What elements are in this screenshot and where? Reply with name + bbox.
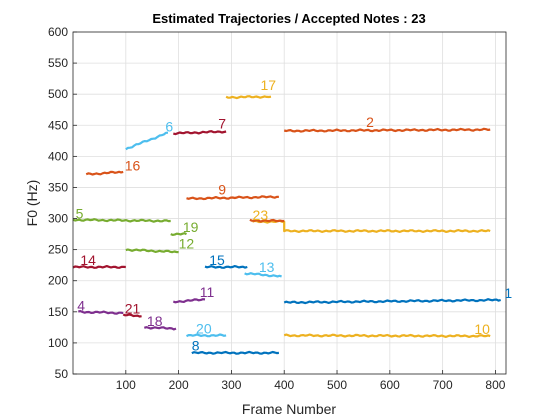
trajectory-line-10 <box>283 333 491 338</box>
ticks: 100 200 300 400 500 600 700 800 50 100 150 200 250 30… <box>48 25 506 392</box>
note-label-16: 16 <box>125 158 141 174</box>
y-tick-label: 200 <box>48 274 68 288</box>
x-tick-label: 400 <box>274 378 294 392</box>
trajectory-line-14 <box>72 265 126 269</box>
x-tick-label: 200 <box>169 378 189 392</box>
note-label-17: 17 <box>260 77 276 93</box>
trajectory-line-5 <box>72 218 171 223</box>
x-tick-label: 700 <box>433 378 453 392</box>
note-label-12: 12 <box>179 235 195 251</box>
note-label-6: 6 <box>165 118 173 134</box>
y-tick-label: 500 <box>48 87 68 101</box>
trajectory-line-1 <box>283 298 502 305</box>
note-label-21: 21 <box>125 301 141 317</box>
trajectory-line-16 <box>85 170 124 176</box>
y-tick-label: 100 <box>48 336 68 350</box>
x-axis-title: Frame Number <box>242 401 336 417</box>
trajectory-line-2 <box>283 127 491 133</box>
note-label-9: 9 <box>218 181 226 197</box>
y-tick-label: 600 <box>48 25 68 39</box>
trajectory-line-19 <box>170 232 187 236</box>
note-label-11: 11 <box>200 284 215 300</box>
y-tick-label: 400 <box>48 149 68 163</box>
note-label-1: 1 <box>504 285 512 301</box>
trajectory-line-18 <box>143 326 177 331</box>
note-label-10: 10 <box>474 321 490 337</box>
trajectory-line-6 <box>125 131 169 151</box>
trajectory-line-20 <box>186 333 227 338</box>
trajectory-line-8 <box>191 350 280 355</box>
y-tick-label: 150 <box>48 305 68 319</box>
trajectory-line-12 <box>125 248 179 254</box>
note-label-5: 5 <box>76 206 84 222</box>
trajectory-line-11 <box>172 298 206 304</box>
trajectory-line-7 <box>173 130 227 136</box>
series-group <box>72 95 502 355</box>
x-tick-label: 300 <box>221 378 241 392</box>
note-label-14: 14 <box>80 252 96 268</box>
y-tick-label: 350 <box>48 180 68 194</box>
y-tick-label: 50 <box>55 367 69 381</box>
axes-box <box>72 31 507 375</box>
trajectory-line-15 <box>204 265 248 269</box>
y-tick-label: 450 <box>48 118 68 132</box>
note-label-23: 23 <box>253 207 269 223</box>
note-label-15: 15 <box>209 252 225 268</box>
trajectory-line-13 <box>244 272 282 278</box>
x-tick-label: 800 <box>485 378 505 392</box>
y-tick-label: 550 <box>48 56 68 70</box>
trajectory-line-unlabeled <box>249 218 285 223</box>
y-tick-label: 300 <box>48 212 68 226</box>
y-axis-title: F0 (Hz) <box>24 180 40 227</box>
trajectory-line-17 <box>225 95 272 100</box>
trajectory-line-21 <box>122 313 142 318</box>
trajectory-line-4 <box>78 310 124 315</box>
note-label-18: 18 <box>147 313 163 329</box>
note-label-19: 19 <box>183 219 199 235</box>
note-label-8: 8 <box>192 337 200 353</box>
note-label-20: 20 <box>196 321 212 337</box>
trajectory-line-9 <box>186 195 279 201</box>
plot-area <box>73 32 506 374</box>
x-tick-label: 600 <box>380 378 400 392</box>
note-label-7: 7 <box>218 115 226 131</box>
x-tick-label: 500 <box>327 378 347 392</box>
y-tick-label: 250 <box>48 243 68 257</box>
x-tick-label: 100 <box>116 378 136 392</box>
note-label-13: 13 <box>259 259 275 275</box>
note-label-4: 4 <box>77 298 85 314</box>
chart-title: Estimated Trajectories / Accepted Notes … <box>152 11 425 26</box>
note-label-2: 2 <box>366 114 374 130</box>
trajectory-line-23 <box>252 219 491 233</box>
